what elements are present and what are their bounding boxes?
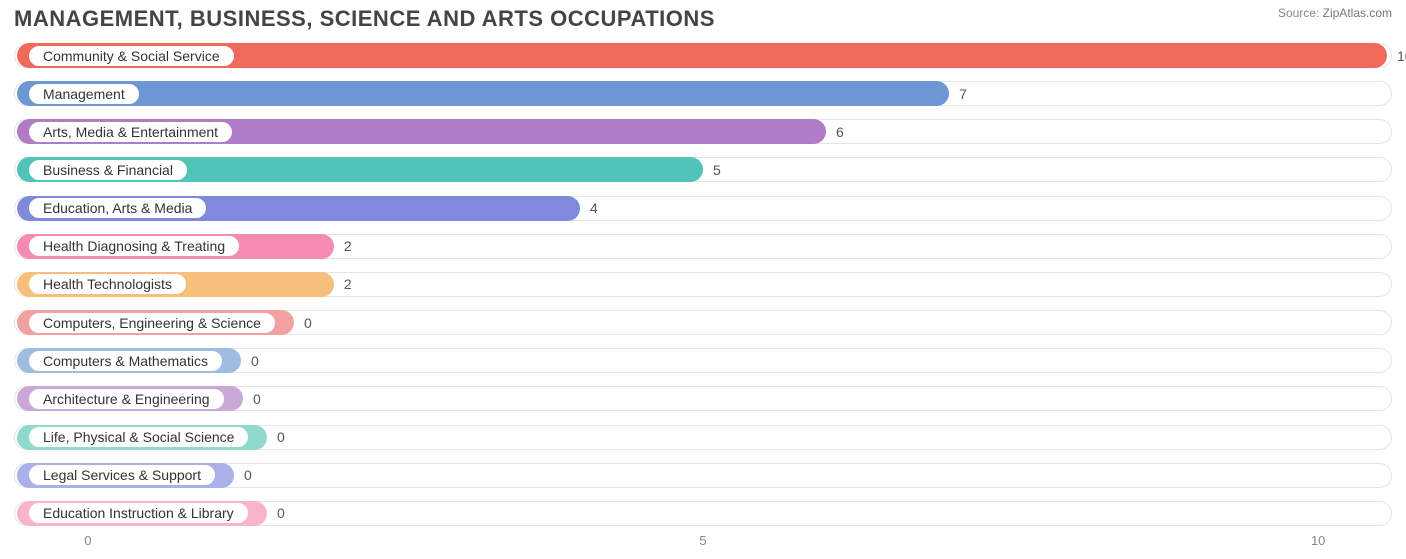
bar-label-pill: Computers, Engineering & Science xyxy=(28,312,276,334)
bar-value: 0 xyxy=(244,467,252,483)
bar-label-pill: Community & Social Service xyxy=(28,45,235,67)
x-tick: 0 xyxy=(84,533,91,548)
bar-label-pill: Education, Arts & Media xyxy=(28,197,207,219)
chart-container: MANAGEMENT, BUSINESS, SCIENCE AND ARTS O… xyxy=(0,0,1406,559)
bar-label-pill: Legal Services & Support xyxy=(28,464,216,486)
source-name: ZipAtlas.com xyxy=(1323,6,1392,20)
bar-row: Education Instruction & Library 0 xyxy=(14,498,1392,529)
bar-label-pill: Health Diagnosing & Treating xyxy=(28,235,240,257)
plot-area: Community & Social Service10 Management 7 A… xyxy=(14,40,1392,529)
bar-value: 5 xyxy=(713,162,721,178)
bar-value: 7 xyxy=(959,86,967,102)
bar-row: Computers & Mathematics 0 xyxy=(14,345,1392,376)
bar-row: Architecture & Engineering 0 xyxy=(14,383,1392,414)
bar-row: Management 7 xyxy=(14,78,1392,109)
bar-label-pill: Management xyxy=(28,83,140,105)
bar-row: Community & Social Service10 xyxy=(14,40,1392,71)
bar-label-pill: Education Instruction & Library xyxy=(28,502,249,524)
bar-row: Life, Physical & Social Science 0 xyxy=(14,422,1392,453)
bar-label-pill: Business & Financial xyxy=(28,159,188,181)
x-tick: 10 xyxy=(1311,533,1325,548)
x-tick: 5 xyxy=(699,533,706,548)
bar-row: Arts, Media & Entertainment 6 xyxy=(14,116,1392,147)
bar-value: 4 xyxy=(590,200,598,216)
bar-label-pill: Arts, Media & Entertainment xyxy=(28,121,233,143)
bar-label-pill: Computers & Mathematics xyxy=(28,350,223,372)
bar-value: 2 xyxy=(344,276,352,292)
chart-source: Source: ZipAtlas.com xyxy=(1278,6,1392,20)
bars-group: Community & Social Service10 Management 7 A… xyxy=(14,40,1392,529)
bar-row: Education, Arts & Media 4 xyxy=(14,193,1392,224)
bar-row: Health Technologists 2 xyxy=(14,269,1392,300)
bar-value: 6 xyxy=(836,124,844,140)
chart-title: MANAGEMENT, BUSINESS, SCIENCE AND ARTS O… xyxy=(14,6,715,32)
x-axis: 0 5 10 xyxy=(14,533,1392,551)
bar-row: Legal Services & Support 0 xyxy=(14,460,1392,491)
bar-row: Health Diagnosing & Treating 2 xyxy=(14,231,1392,262)
bar-value: 0 xyxy=(251,353,259,369)
bar-value: 0 xyxy=(277,429,285,445)
bar-fill xyxy=(17,81,949,106)
bar-label-pill: Architecture & Engineering xyxy=(28,388,225,410)
bar-row: Business & Financial 5 xyxy=(14,154,1392,185)
bar-value: 0 xyxy=(253,391,261,407)
bar-row: Computers, Engineering & Science 0 xyxy=(14,307,1392,338)
bar-value: 2 xyxy=(344,238,352,254)
bar-label-pill: Life, Physical & Social Science xyxy=(28,426,249,448)
bar-value: 0 xyxy=(304,315,312,331)
bar-value: 10 xyxy=(1397,48,1406,64)
source-label: Source: xyxy=(1278,6,1319,20)
bar-value: 0 xyxy=(277,505,285,521)
bar-label-pill: Health Technologists xyxy=(28,273,187,295)
